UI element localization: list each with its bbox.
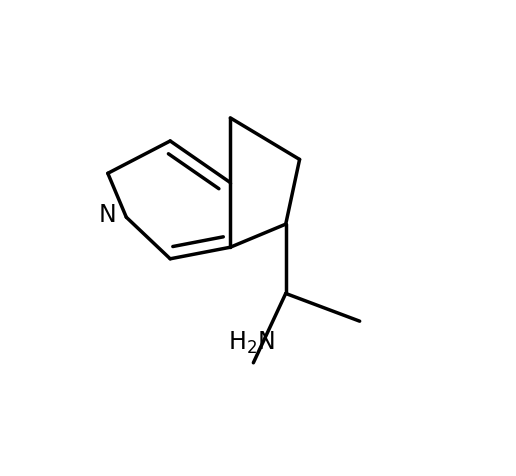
Text: H$_2$N: H$_2$N — [228, 330, 275, 356]
Text: N: N — [99, 203, 116, 227]
